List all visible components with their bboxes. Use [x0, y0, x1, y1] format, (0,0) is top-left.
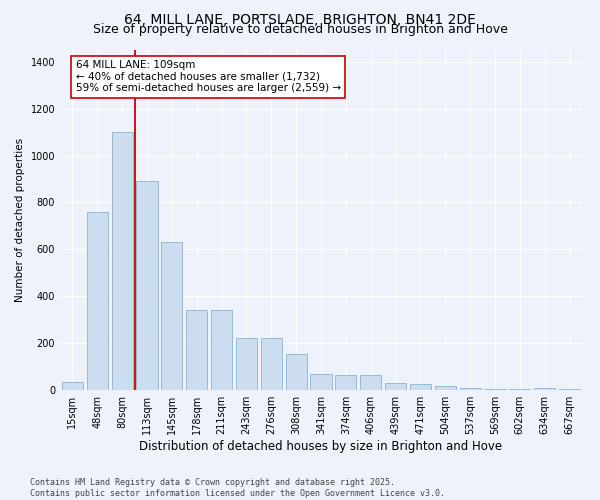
Text: 64 MILL LANE: 109sqm
← 40% of detached houses are smaller (1,732)
59% of semi-de: 64 MILL LANE: 109sqm ← 40% of detached h…: [76, 60, 341, 94]
Y-axis label: Number of detached properties: Number of detached properties: [15, 138, 25, 302]
Bar: [410, 384, 431, 390]
Text: 64, MILL LANE, PORTSLADE, BRIGHTON, BN41 2DE: 64, MILL LANE, PORTSLADE, BRIGHTON, BN41…: [124, 12, 476, 26]
Bar: [211, 310, 232, 390]
Bar: [484, 389, 506, 390]
Bar: [360, 375, 381, 390]
Bar: [186, 310, 207, 390]
Bar: [534, 388, 555, 390]
Bar: [385, 383, 406, 390]
Bar: [435, 386, 456, 390]
Text: Contains HM Land Registry data © Crown copyright and database right 2025.
Contai: Contains HM Land Registry data © Crown c…: [30, 478, 445, 498]
Bar: [286, 354, 307, 390]
Bar: [460, 388, 481, 390]
Bar: [335, 375, 356, 390]
Bar: [261, 338, 282, 390]
Bar: [161, 242, 182, 390]
Bar: [62, 382, 83, 390]
Bar: [87, 212, 108, 390]
Text: Size of property relative to detached houses in Brighton and Hove: Size of property relative to detached ho…: [92, 22, 508, 36]
Bar: [310, 374, 332, 390]
X-axis label: Distribution of detached houses by size in Brighton and Hove: Distribution of detached houses by size …: [139, 440, 503, 453]
Bar: [136, 182, 158, 390]
Bar: [236, 338, 257, 390]
Bar: [112, 132, 133, 390]
